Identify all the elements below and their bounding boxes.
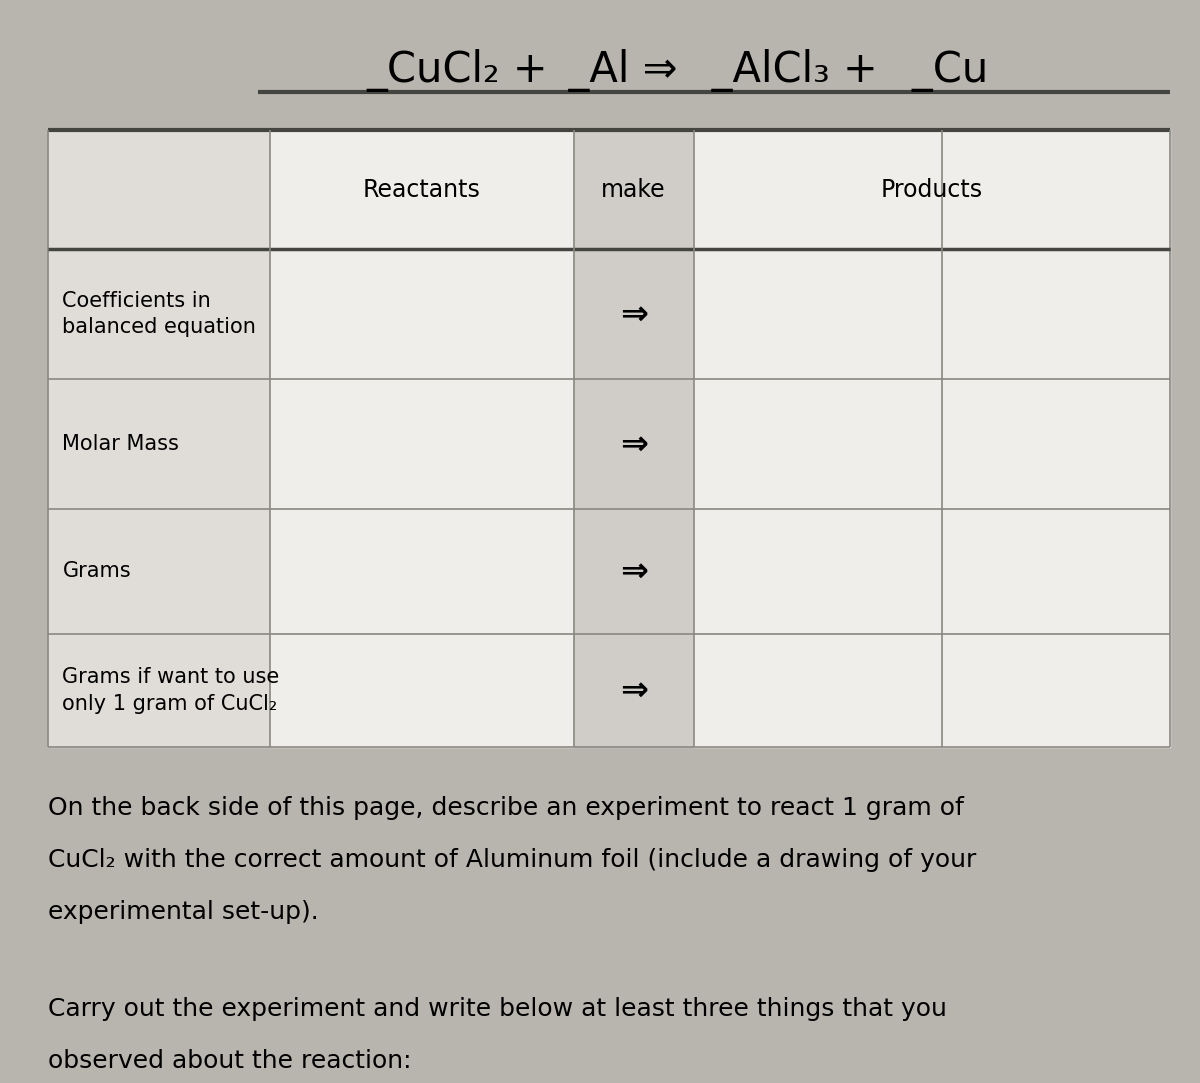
Text: experimental set-up).: experimental set-up). bbox=[48, 900, 319, 924]
Text: Reactants: Reactants bbox=[362, 178, 481, 201]
Text: Carry out the experiment and write below at least three things that you: Carry out the experiment and write below… bbox=[48, 997, 947, 1021]
Polygon shape bbox=[942, 249, 1170, 379]
Polygon shape bbox=[574, 249, 694, 379]
Text: make: make bbox=[601, 178, 666, 201]
Polygon shape bbox=[270, 379, 574, 509]
Text: Grams: Grams bbox=[62, 561, 131, 582]
Text: Products: Products bbox=[881, 178, 983, 201]
Polygon shape bbox=[694, 509, 942, 634]
Text: CuCl₂ with the correct amount of Aluminum foil (include a drawing of your: CuCl₂ with the correct amount of Aluminu… bbox=[48, 848, 977, 872]
Text: ⇒: ⇒ bbox=[619, 298, 648, 330]
Polygon shape bbox=[48, 249, 270, 379]
Polygon shape bbox=[48, 130, 270, 249]
Polygon shape bbox=[270, 509, 574, 634]
Polygon shape bbox=[48, 379, 270, 509]
Polygon shape bbox=[574, 509, 694, 634]
Text: ⇒: ⇒ bbox=[619, 554, 648, 588]
Polygon shape bbox=[942, 634, 1170, 747]
Text: Grams if want to use
only 1 gram of CuCl₂: Grams if want to use only 1 gram of CuCl… bbox=[62, 667, 280, 714]
Polygon shape bbox=[942, 130, 1170, 249]
Polygon shape bbox=[694, 379, 942, 509]
Polygon shape bbox=[942, 379, 1170, 509]
Polygon shape bbox=[270, 249, 574, 379]
Text: ⇒: ⇒ bbox=[619, 428, 648, 460]
Text: Molar Mass: Molar Mass bbox=[62, 434, 179, 454]
Text: Coefficients in
balanced equation: Coefficients in balanced equation bbox=[62, 291, 257, 337]
Polygon shape bbox=[270, 130, 574, 249]
Polygon shape bbox=[942, 509, 1170, 634]
Polygon shape bbox=[694, 634, 942, 747]
Polygon shape bbox=[574, 130, 694, 249]
Text: ⇒: ⇒ bbox=[619, 674, 648, 707]
Polygon shape bbox=[48, 509, 270, 634]
Text: _CuCl₂ + _Al ⇒  _AlCl₃ +  _Cu: _CuCl₂ + _Al ⇒ _AlCl₃ + _Cu bbox=[367, 49, 989, 92]
Text: observed about the reaction:: observed about the reaction: bbox=[48, 1049, 412, 1073]
Polygon shape bbox=[48, 634, 270, 747]
Polygon shape bbox=[270, 634, 574, 747]
Polygon shape bbox=[694, 249, 942, 379]
Polygon shape bbox=[574, 634, 694, 747]
Polygon shape bbox=[694, 130, 942, 249]
Polygon shape bbox=[574, 379, 694, 509]
Text: On the back side of this page, describe an experiment to react 1 gram of: On the back side of this page, describe … bbox=[48, 796, 964, 820]
